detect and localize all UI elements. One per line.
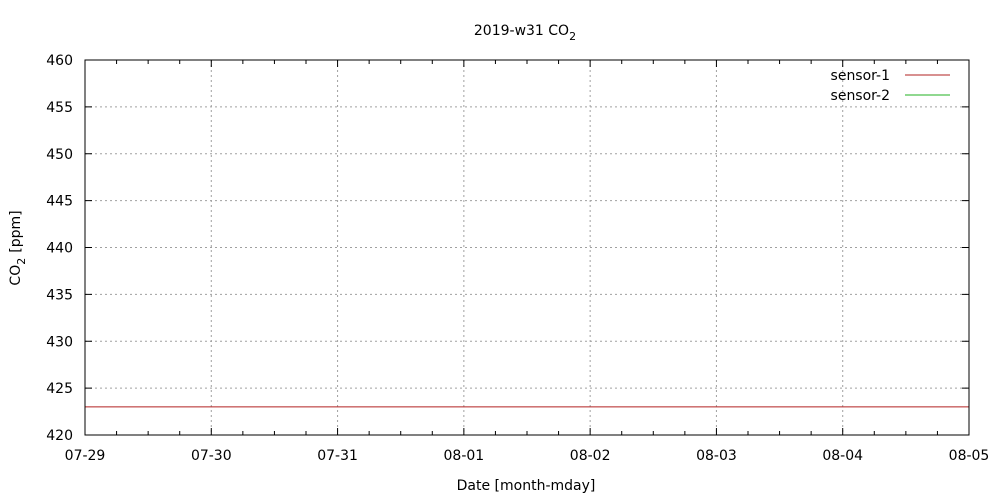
x-tick-label: 07-31 — [317, 448, 358, 464]
x-tick-label: 08-04 — [822, 448, 863, 464]
y-tick-label: 445 — [46, 194, 73, 210]
y-tick-label: 435 — [46, 287, 73, 303]
y-tick-label: 425 — [46, 381, 73, 397]
y-axis-label-subscript: 2 — [15, 258, 28, 265]
x-axis-ticks: 07-29 07-30 07-31 08-01 08-02 08-03 08-04 08-05 — [65, 60, 990, 464]
chart-title: 2019-w31 CO2 — [474, 23, 576, 43]
y-tick-label: 420 — [46, 428, 73, 444]
y-tick-label: 455 — [46, 100, 73, 116]
x-tick-label: 07-30 — [191, 448, 232, 464]
y-axis-label-text: CO — [8, 265, 24, 286]
y-axis-label: CO2 [ppm] — [8, 210, 28, 285]
y-tick-label: 430 — [46, 334, 73, 350]
x-tick-label: 08-01 — [444, 448, 485, 464]
chart-title-subscript: 2 — [569, 30, 576, 43]
y-tick-label: 450 — [46, 147, 73, 163]
legend-label-sensor-2: sensor-2 — [831, 88, 890, 104]
x-tick-label: 07-29 — [65, 448, 106, 464]
y-axis-ticks: 420 425 430 435 440 445 450 455 460 — [46, 53, 969, 444]
legend-label-sensor-1: sensor-1 — [831, 68, 890, 84]
x-tick-label: 08-03 — [696, 448, 737, 464]
x-tick-label: 08-05 — [949, 448, 990, 464]
chart-title-text: 2019-w31 CO — [474, 23, 569, 39]
y-axis-label-unit: [ppm] — [8, 210, 24, 252]
y-tick-label: 460 — [46, 53, 73, 69]
legend: sensor-1 sensor-2 — [831, 68, 950, 104]
y-tick-label: 440 — [46, 241, 73, 257]
grid-layer — [85, 60, 969, 435]
minor-tick-layer — [116, 60, 938, 435]
x-axis-label: Date [month-mday] — [457, 478, 596, 494]
x-tick-label: 08-02 — [570, 448, 611, 464]
